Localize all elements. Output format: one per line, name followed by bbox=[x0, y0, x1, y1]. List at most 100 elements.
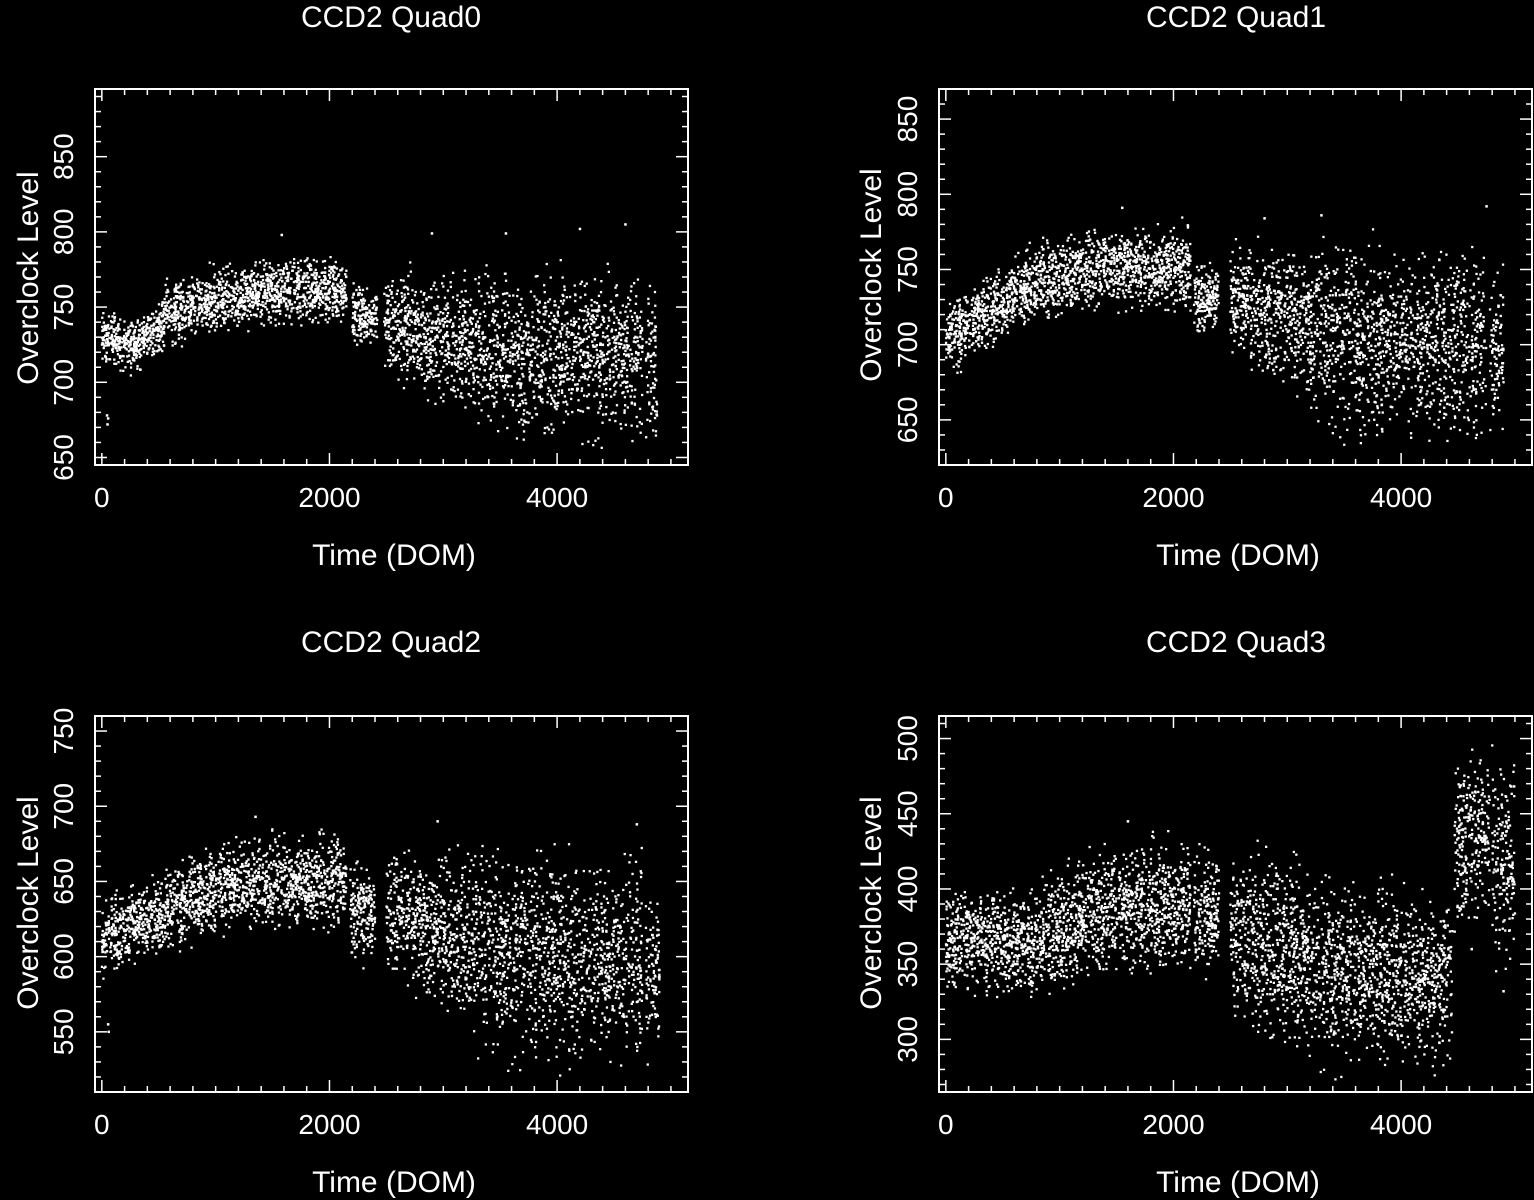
scatter-point bbox=[266, 283, 269, 286]
scatter-point bbox=[461, 343, 464, 346]
scatter-point bbox=[574, 357, 577, 360]
scatter-point bbox=[254, 294, 257, 297]
scatter-point bbox=[655, 410, 658, 413]
scatter-point bbox=[1041, 296, 1045, 299]
scatter-point bbox=[408, 306, 412, 310]
scatter-point bbox=[598, 355, 601, 358]
scatter-point bbox=[512, 399, 515, 402]
scatter-point bbox=[975, 314, 978, 317]
scatter-point bbox=[284, 262, 288, 265]
scatter-point bbox=[958, 326, 962, 329]
scatter-point bbox=[576, 351, 579, 354]
scatter-point bbox=[231, 270, 234, 273]
scatter-point bbox=[536, 353, 539, 356]
scatter-point bbox=[1051, 297, 1054, 300]
scatter-point bbox=[610, 330, 613, 333]
scatter-point bbox=[244, 299, 247, 302]
scatter-point bbox=[491, 386, 495, 389]
scatter-point bbox=[209, 315, 212, 319]
scatter-point bbox=[579, 409, 582, 413]
scatter-point bbox=[161, 301, 164, 304]
scatter-point bbox=[166, 288, 169, 292]
scatter-point bbox=[1011, 305, 1014, 309]
scatter-point bbox=[473, 367, 476, 370]
scatter-point bbox=[1005, 315, 1008, 319]
scatter-point bbox=[633, 395, 636, 398]
scatter-point bbox=[593, 301, 596, 304]
scatter-point bbox=[410, 341, 413, 344]
scatter-point bbox=[543, 291, 546, 294]
scatter-point bbox=[269, 321, 272, 324]
scatter-point bbox=[174, 301, 177, 304]
scatter-point bbox=[477, 329, 480, 332]
scatter-point bbox=[617, 331, 621, 335]
scatter-point bbox=[989, 309, 992, 313]
scatter-point bbox=[405, 306, 408, 309]
scatter-point bbox=[628, 384, 632, 387]
scatter-point bbox=[212, 285, 215, 288]
scatter-point bbox=[229, 309, 232, 312]
scatter-point bbox=[978, 324, 981, 327]
scatter-point bbox=[386, 312, 390, 315]
scatter-point bbox=[192, 319, 196, 322]
scatter-point bbox=[461, 396, 464, 399]
scatter-point bbox=[497, 360, 500, 363]
scatter-point bbox=[222, 267, 225, 270]
scatter-point bbox=[495, 314, 498, 317]
scatter-point bbox=[612, 310, 615, 313]
scatter-point bbox=[980, 338, 983, 341]
scatter-point bbox=[1087, 291, 1090, 294]
scatter-point bbox=[208, 283, 211, 286]
scatter-point bbox=[1041, 254, 1045, 257]
scatter-point bbox=[1102, 248, 1105, 251]
scatter-point bbox=[549, 276, 552, 279]
scatter-point bbox=[359, 327, 362, 330]
scatter-point bbox=[168, 312, 171, 315]
scatter-point bbox=[272, 305, 275, 308]
scatter-point bbox=[109, 342, 112, 345]
scatter-point bbox=[429, 355, 432, 359]
scatter-point bbox=[1023, 293, 1026, 296]
scatter-point bbox=[623, 346, 626, 349]
scatter-point bbox=[236, 324, 239, 327]
scatter-point bbox=[434, 307, 437, 311]
y-tick-label: 700 bbox=[892, 321, 923, 368]
scatter-point bbox=[454, 395, 458, 398]
scatter-point bbox=[480, 360, 483, 363]
scatter-point bbox=[1078, 280, 1081, 283]
scatter-point bbox=[562, 299, 566, 302]
scatter-point bbox=[629, 348, 632, 351]
scatter-point bbox=[221, 302, 224, 305]
scatter-point bbox=[1104, 272, 1107, 276]
scatter-point bbox=[136, 321, 139, 324]
scatter-point bbox=[576, 387, 579, 390]
scatter-point bbox=[1035, 294, 1038, 297]
scatter-point bbox=[317, 306, 320, 309]
scatter-point bbox=[459, 301, 462, 304]
scatter-point bbox=[248, 276, 251, 279]
scatter-point bbox=[568, 348, 571, 351]
scatter-point bbox=[566, 364, 569, 368]
scatter-point bbox=[465, 337, 468, 340]
scatter-point bbox=[355, 306, 359, 310]
scatter-point bbox=[543, 328, 546, 332]
scatter-point bbox=[949, 332, 952, 335]
scatter-point bbox=[1089, 238, 1092, 241]
scatter-point bbox=[1097, 254, 1101, 257]
scatter-point bbox=[952, 318, 956, 321]
scatter-point bbox=[974, 308, 977, 312]
scatter-point bbox=[1095, 305, 1098, 308]
scatter-point bbox=[410, 344, 413, 347]
scatter-point bbox=[655, 403, 659, 406]
scatter-point bbox=[479, 358, 483, 361]
scatter-point bbox=[478, 276, 481, 279]
scatter-point bbox=[1036, 265, 1039, 268]
scatter-point bbox=[354, 304, 357, 307]
scatter-point bbox=[303, 260, 306, 263]
scatter-point bbox=[531, 416, 534, 419]
scatter-point bbox=[117, 340, 120, 343]
scatter-point bbox=[945, 356, 948, 359]
scatter-point bbox=[465, 349, 469, 352]
scatter-point bbox=[653, 386, 656, 389]
scatter-point bbox=[475, 323, 478, 326]
